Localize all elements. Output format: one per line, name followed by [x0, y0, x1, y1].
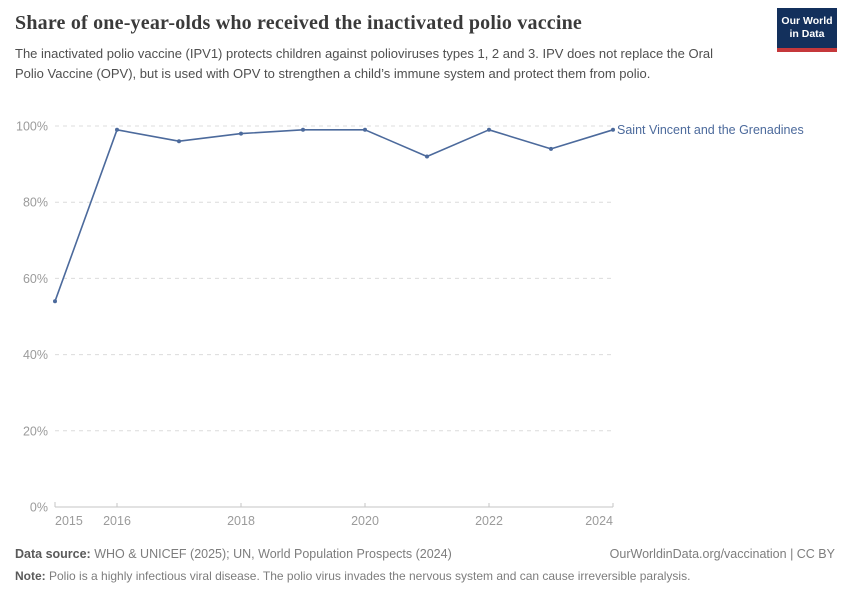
y-tick-label: 20% [23, 424, 48, 438]
y-tick-label: 0% [30, 501, 48, 515]
data-point [363, 127, 367, 132]
data-point [239, 131, 243, 136]
owid-logo: Our World in Data [777, 8, 837, 52]
data-point [425, 154, 429, 159]
data-point [115, 127, 119, 132]
note-label: Note: [15, 568, 46, 583]
data-point [549, 146, 553, 151]
x-tick-label: 2020 [351, 514, 379, 528]
chart-header: Share of one-year-olds who received the … [15, 12, 765, 84]
data-point [611, 127, 615, 132]
data-point [487, 127, 491, 132]
page-title: Share of one-year-olds who received the … [15, 12, 583, 34]
series-label: Saint Vincent and the Grenadines [617, 123, 804, 137]
data-point [53, 299, 57, 304]
y-tick-label: 40% [23, 348, 48, 362]
y-tick-label: 100% [16, 120, 48, 134]
note-line: Note: Polio is a highly infectious viral… [15, 568, 835, 585]
data-source-line: Data source: WHO & UNICEF (2025); UN, Wo… [15, 546, 452, 564]
owid-logo-line2: in Data [789, 28, 825, 40]
x-tick-label: 2018 [227, 514, 255, 528]
footer-source-row: Data source: WHO & UNICEF (2025); UN, Wo… [15, 546, 835, 564]
x-tick-label: 2016 [103, 514, 131, 528]
x-tick-label: 2015 [55, 514, 83, 528]
data-point [301, 127, 305, 132]
y-tick-label: 60% [23, 272, 48, 286]
series-line [54, 129, 614, 302]
chart-subtitle: The inactivated polio vaccine (IPV1) pro… [15, 46, 714, 82]
note-text: Polio is a highly infectious viral disea… [45, 568, 691, 583]
rights-line: OurWorldinData.org/vaccination | CC BY [609, 547, 835, 561]
x-tick-label: 2022 [475, 514, 503, 528]
data-point [177, 139, 181, 144]
data-source-text: WHO & UNICEF (2025); UN, World Populatio… [90, 547, 452, 561]
owid-logo-line1: Our World [781, 15, 833, 28]
data-source-label: Data source: [15, 547, 91, 561]
chart-footer: Data source: WHO & UNICEF (2025); UN, Wo… [15, 546, 835, 584]
y-tick-label: 80% [23, 196, 48, 210]
x-tick-label: 2024 [585, 514, 613, 528]
